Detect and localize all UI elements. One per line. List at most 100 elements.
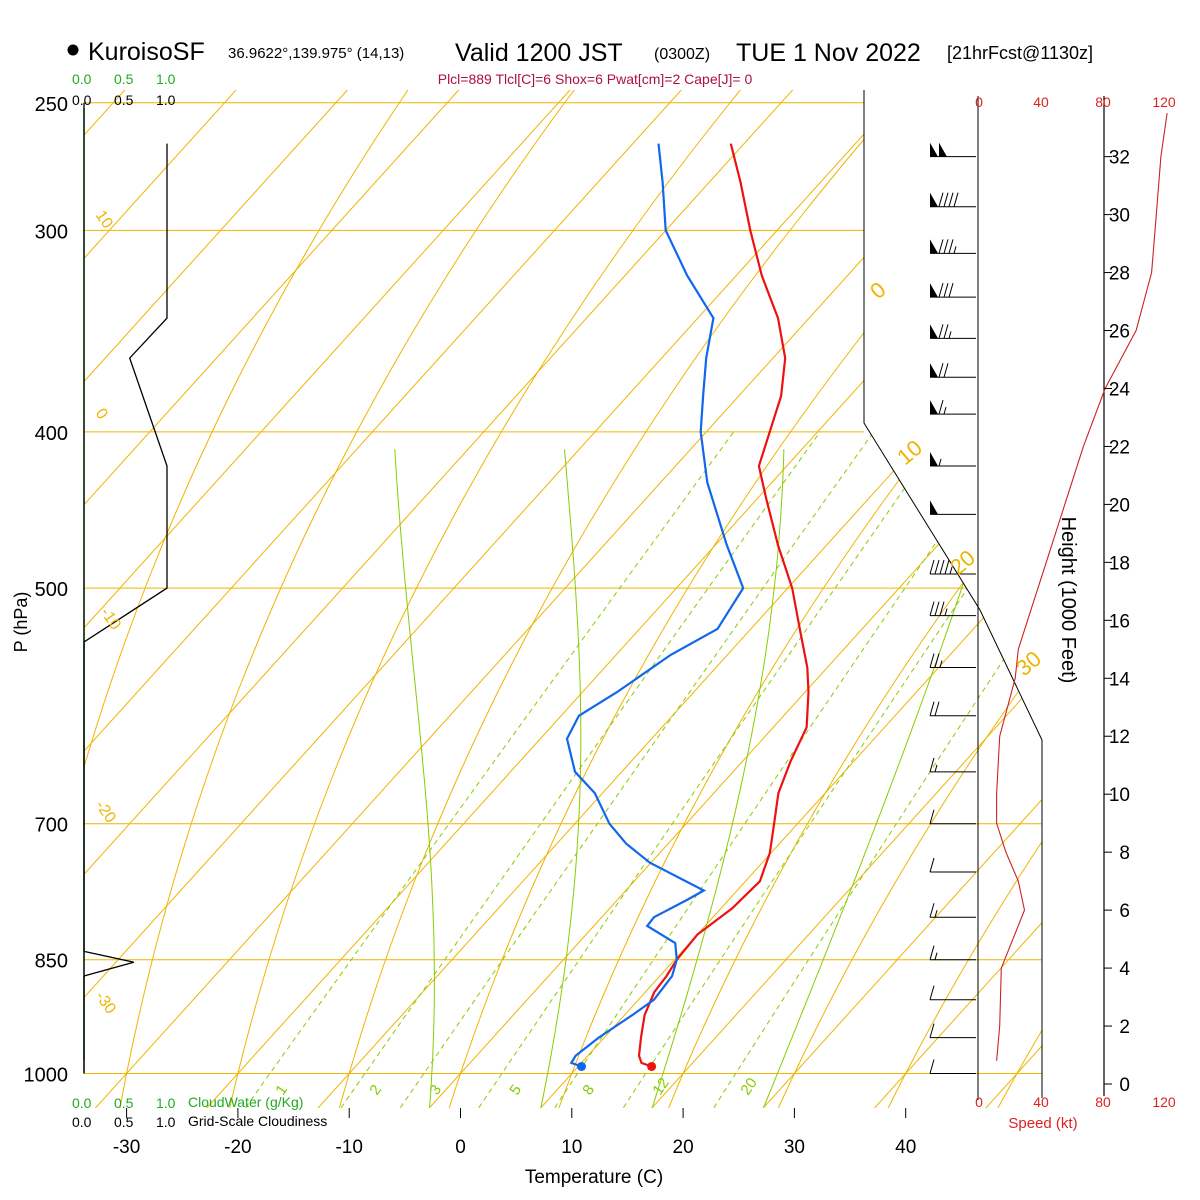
isotherm-line: [733, 90, 1042, 1108]
wind-barb-feather: [948, 283, 954, 298]
dry-adiabat-label: -30: [92, 989, 119, 1018]
temperature-tick-label: -20: [224, 1137, 251, 1158]
plot-right-edge: [863, 90, 1043, 1098]
wind-barb-feather: [934, 601, 940, 616]
wind-barb-half-feather: [934, 910, 938, 918]
wind-barb: [929, 945, 976, 961]
wind-speed-profile-line: [996, 113, 1168, 1061]
surface-dewpoint-point: [576, 1061, 586, 1071]
pressure-tick-label: 1000: [24, 1065, 69, 1087]
wind-barb-feather: [934, 559, 940, 575]
temperature-tick-label: 40: [895, 1137, 916, 1158]
isotherm-line: [511, 90, 1042, 1108]
speed-scale-bottom-1: 40: [1033, 1094, 1049, 1110]
wind-barb: [930, 239, 976, 254]
moist-adiabat-label: 30: [1011, 646, 1046, 681]
isotherm-line: [288, 90, 1042, 1108]
isotherm-line: [177, 90, 1042, 1108]
isotherm-line: [622, 90, 1042, 1108]
temperature-tick-label: 0: [455, 1137, 466, 1158]
mixing-ratio-line: [245, 431, 735, 1108]
temperature-tick-label: -30: [113, 1137, 140, 1158]
wind-barb-pennant: [930, 400, 938, 415]
dry-adiabat-line: [116, 90, 590, 1108]
wind-barb: [930, 283, 976, 298]
dewpoint-profile-line: [565, 143, 745, 1068]
pressure-tick-label: 250: [35, 94, 68, 116]
dry-adiabat-line: [660, 90, 1042, 1108]
plot-frame: [83, 90, 1105, 1100]
speed-scale-bottom-2: 80: [1095, 1094, 1111, 1110]
wind-barb: [930, 192, 976, 208]
cloudiness-title: Grid-Scale Cloudiness: [188, 1113, 327, 1129]
cloudwater-title: CloudWater (g/Kg): [188, 1094, 303, 1110]
height-tick-label: 20: [1109, 495, 1130, 516]
cloudiness-scale-top-2: 1.0: [156, 92, 176, 108]
wind-barb-feather: [943, 324, 949, 339]
speed-scale-bottom-0: 0: [975, 1094, 983, 1110]
wind-barb: [930, 400, 976, 415]
wind-barb-feather: [944, 559, 950, 575]
forecast-tag: [21hrFcst@1130z]: [947, 43, 1093, 63]
wind-barb-feather: [929, 945, 935, 960]
dry-adiabat-line: [1097, 70, 1200, 1126]
height-tick-label: 14: [1109, 669, 1131, 690]
wind-barb: [929, 809, 976, 825]
wind-barb-feather: [929, 1023, 935, 1038]
cloudiness-scale-top-1: 0.5: [114, 92, 134, 108]
mixing-ratio-line: [478, 431, 945, 1108]
y-axis-title: P (hPa): [11, 592, 31, 653]
station-coords: 36.9622°,139.975° (14,13): [228, 45, 404, 62]
mixing-ratio-label: 5: [506, 1082, 525, 1099]
wind-barb: [929, 903, 976, 918]
wind-barb-feather: [938, 192, 944, 207]
wind-barb-half-feather: [944, 608, 948, 616]
pressure-tick-label: 300: [35, 221, 68, 243]
wind-barb: [930, 500, 976, 515]
sounding-profiles: [565, 143, 810, 1071]
wind-barb: [929, 1059, 976, 1074]
speed-scale-top-0: 0: [975, 94, 983, 110]
wind-barb-feather: [929, 601, 935, 616]
dry-adiabat-line: [334, 90, 925, 1108]
wind-barb-feather: [929, 985, 935, 1000]
wind-barb-pennant: [930, 142, 938, 157]
dry-adiabat-line: [987, 90, 1042, 1108]
height-tick-label: 18: [1109, 553, 1130, 574]
dry-adiabat-line: [84, 90, 423, 1108]
wind-barb-half-feather: [934, 764, 938, 772]
cloudiness-scale-bottom-1: 0.5: [114, 1114, 134, 1130]
wind-barb-pennant: [930, 363, 938, 378]
wind-barb-pennant: [939, 142, 947, 157]
mixing-ratio-label: 2: [366, 1082, 385, 1099]
valid-date: TUE 1 Nov 2022: [736, 39, 921, 67]
pressure-tick-label: 500: [35, 579, 68, 601]
isotherm-line: [84, 90, 474, 1108]
cloudwater-scale-bottom-0: 0.0: [72, 1095, 92, 1111]
cloudwater-scale-bottom-1: 0.5: [114, 1095, 134, 1111]
station-name: KuroisoSF: [88, 38, 205, 66]
wind-barb: [929, 857, 976, 873]
moist-adiabat-line: [394, 449, 435, 1108]
cloudwater-scale-top-1: 0.5: [114, 71, 134, 87]
wind-barb-feather: [929, 903, 935, 918]
wind-barb-feather: [943, 239, 949, 254]
wind-barb-feather: [939, 601, 945, 616]
height-tick-label: 2: [1119, 1017, 1130, 1038]
isotherm-line: [84, 90, 808, 1108]
wind-barb: [930, 363, 976, 378]
temperature-profile-line: [637, 143, 810, 1068]
wind-barb-pennant: [930, 452, 938, 466]
height-tick-label: 30: [1109, 206, 1130, 227]
mixing-ratio-label: 20: [737, 1075, 760, 1098]
wind-barb-feather: [929, 857, 935, 873]
temperature-tick-label: 10: [561, 1137, 582, 1158]
cloudiness-scale-top-0: 0.0: [72, 92, 92, 108]
cloudiness-scale-bottom-2: 1.0: [156, 1114, 176, 1130]
wind-barb-feather: [934, 653, 940, 668]
speed-scale-bottom-3: 120: [1152, 1094, 1176, 1110]
wind-barb-feather: [953, 192, 959, 207]
valid-zulu: (0300Z): [654, 46, 710, 63]
height-tick-label: 6: [1119, 901, 1130, 922]
station-dot-icon: [67, 44, 79, 56]
